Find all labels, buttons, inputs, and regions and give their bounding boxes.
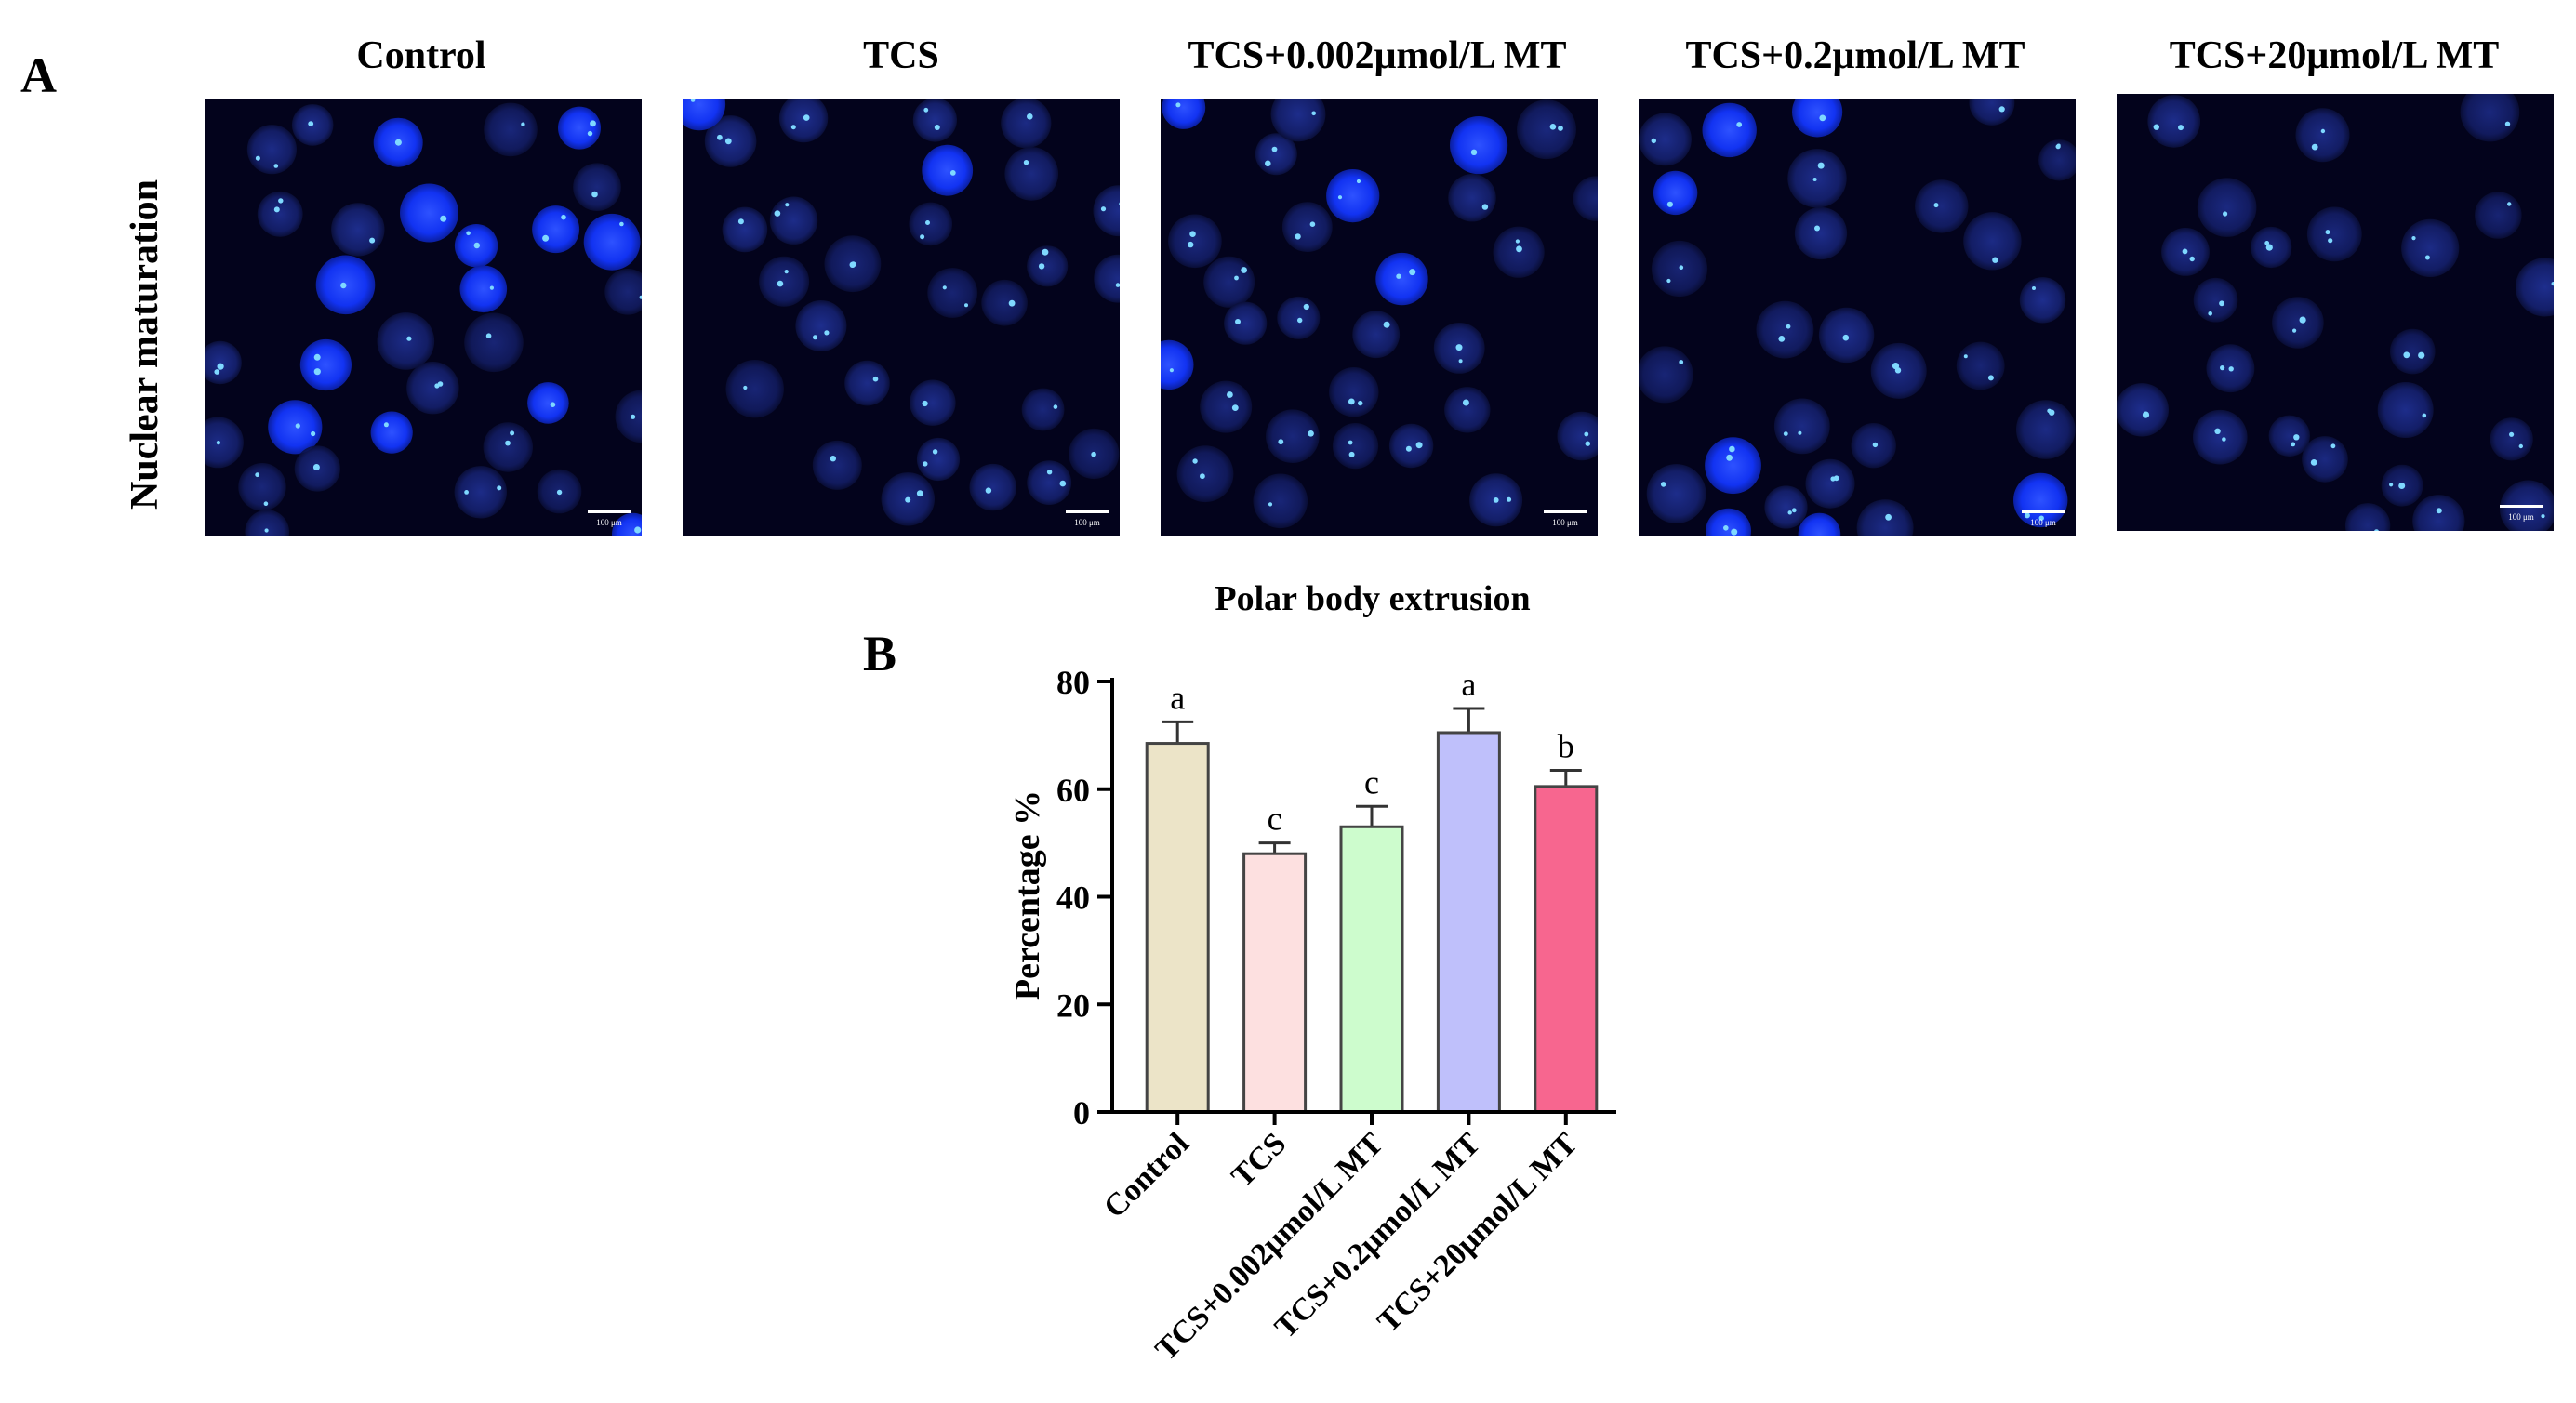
significance-label: c xyxy=(1364,763,1379,801)
chart-title: Polar body extrusion xyxy=(1215,579,1530,618)
y-tick-label: 80 xyxy=(1056,664,1090,701)
column-title-control: Control xyxy=(356,34,486,77)
y-tick-label: 60 xyxy=(1056,772,1090,809)
bar-1 xyxy=(1242,852,1308,1114)
micrograph-control: 100 μm xyxy=(205,99,642,536)
bar-3 xyxy=(1436,731,1501,1114)
micrograph-tcs-0-2: 100 μm xyxy=(1639,99,2076,536)
column-title-tcs-0-002: TCS+0.002μmol/L MT xyxy=(1188,34,1567,77)
significance-label: b xyxy=(1558,727,1574,764)
bar-4 xyxy=(1534,785,1599,1114)
column-title-tcs-20: TCS+20μmol/L MT xyxy=(2169,34,2500,77)
x-tick-label: TCS xyxy=(1225,1126,1293,1194)
micrograph-tcs-0-002: 100 μm xyxy=(1161,99,1598,536)
x-tick-label: Control xyxy=(1097,1126,1196,1224)
y-axis-label: Percentage % xyxy=(1008,790,1047,1000)
column-title-tcs: TCS xyxy=(863,34,939,77)
y-tick-label: 40 xyxy=(1056,880,1090,917)
panel-b-letter: B xyxy=(863,626,897,682)
column-title-tcs-0-2: TCS+0.2μmol/L MT xyxy=(1685,34,2025,77)
y-tick-label: 0 xyxy=(1073,1094,1090,1132)
panel-a-letter: A xyxy=(20,47,57,103)
svg-text:100 μm: 100 μm xyxy=(596,518,622,527)
significance-label: c xyxy=(1268,801,1282,838)
significance-label: a xyxy=(1170,679,1185,716)
svg-text:100 μm: 100 μm xyxy=(2508,512,2534,522)
y-tick-label: 20 xyxy=(1056,986,1090,1024)
bar-2 xyxy=(1339,825,1404,1114)
micrograph-tcs: 100 μm xyxy=(683,99,1120,536)
micrograph-tcs-20: 100 μm xyxy=(2117,94,2554,531)
significance-label: a xyxy=(1461,666,1476,703)
svg-text:100 μm: 100 μm xyxy=(1552,518,1578,527)
svg-text:100 μm: 100 μm xyxy=(1074,518,1100,527)
bar-0 xyxy=(1145,742,1210,1114)
svg-text:100 μm: 100 μm xyxy=(2030,518,2056,527)
